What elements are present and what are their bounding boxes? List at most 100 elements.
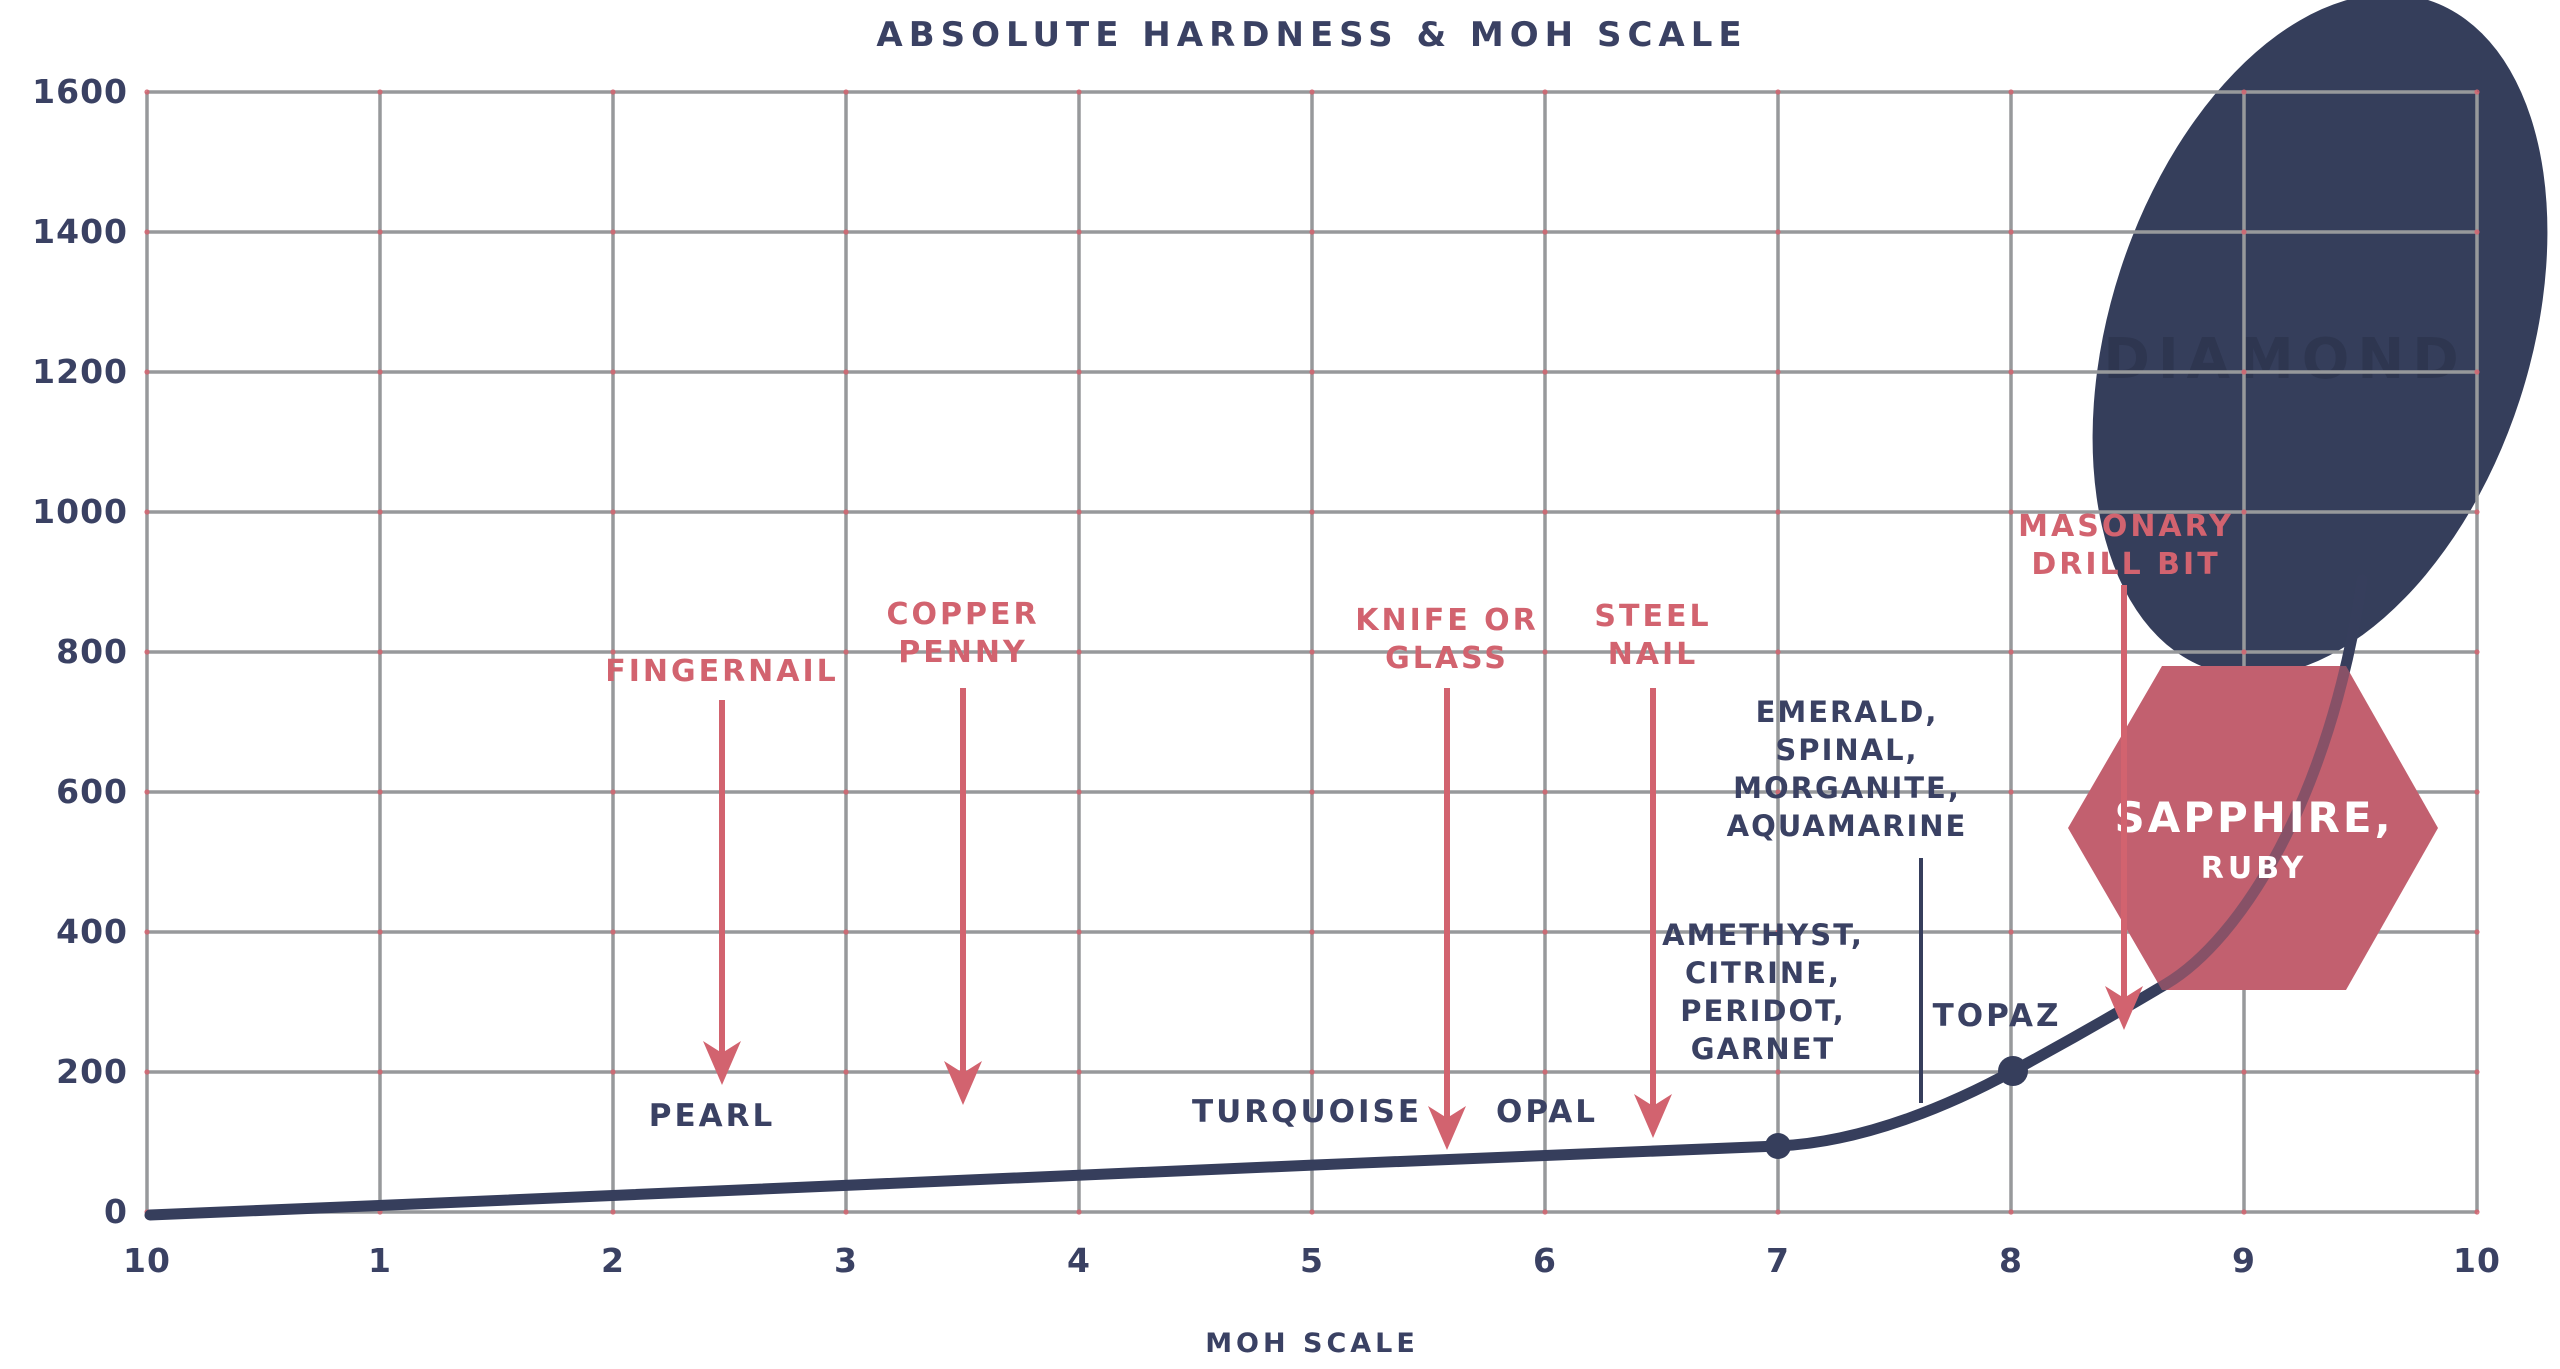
topaz-point-marker — [1998, 1056, 2028, 1086]
sapphire-label: SAPPHIRE, — [2114, 793, 2393, 842]
garnet-line: GARNET — [1691, 1032, 1835, 1066]
grid-intersection-dot — [1775, 1069, 1781, 1075]
grid-intersection-dot — [610, 229, 616, 235]
peridot-line: PERIDOT, — [1680, 994, 1846, 1028]
topaz-label: TOPAZ — [1933, 998, 2062, 1034]
grid-intersection-dot — [2474, 789, 2480, 795]
steel-nail-arrow-head — [1634, 1094, 1672, 1138]
grid-intersection-dot — [610, 509, 616, 515]
grid-intersection-dot — [1076, 1069, 1082, 1075]
grid-intersection-dot — [1076, 229, 1082, 235]
fingernail-arrow — [703, 700, 741, 1085]
amethyst-group-label: AMETHYST, CITRINE, PERIDOT, GARNET — [1662, 918, 1862, 1066]
grid-intersection-dot — [1775, 509, 1781, 515]
grid-intersection-dot — [610, 789, 616, 795]
grid-intersection-dot — [144, 929, 150, 935]
grid-intersection-dot — [1775, 929, 1781, 935]
grid-intersection-dot — [843, 229, 849, 235]
masonary-drill-bit-arrow-head — [2105, 986, 2143, 1030]
grid-intersection-dot — [377, 1069, 383, 1075]
grid-intersection-dot — [2474, 369, 2480, 375]
grid-intersection-dot — [1775, 89, 1781, 95]
copper-penny-label-1: COPPER — [886, 597, 1039, 632]
x-tick-label: 2 — [601, 1241, 625, 1280]
grid-intersection-dot — [1542, 1069, 1548, 1075]
quartz-point-marker — [1765, 1133, 1791, 1159]
morganite-line: MORGANITE, — [1733, 771, 1961, 805]
grid-intersection-dot — [843, 789, 849, 795]
grid-intersection-dot — [377, 789, 383, 795]
steel-nail-label-2: NAIL — [1608, 637, 1699, 672]
grid-intersection-dot — [843, 509, 849, 515]
masonary-drill-bit-arrow — [2105, 585, 2143, 1030]
grid-intersection-dot — [144, 369, 150, 375]
x-tick-label: 1 — [368, 1241, 392, 1280]
grid-intersection-dot — [2241, 649, 2247, 655]
copper-penny-arrow — [944, 688, 982, 1105]
grid-intersection-dot — [377, 509, 383, 515]
grid-intersection-dot — [843, 1209, 849, 1215]
grid-intersection-dot — [2241, 1209, 2247, 1215]
steel-nail-label-1: STEEL — [1594, 599, 1711, 634]
grid-intersection-dot — [1542, 649, 1548, 655]
grid-intersection-dot — [2241, 369, 2247, 375]
grid-intersection-dot — [1309, 649, 1315, 655]
x-tick-label: 5 — [1300, 1241, 1324, 1280]
x-tick-label: 8 — [1999, 1241, 2023, 1280]
y-axis-tick-labels: 1600 1400 1200 1000 800 600 400 200 0 — [32, 72, 128, 1231]
y-tick-label: 0 — [104, 1192, 128, 1231]
fingernail-arrow-head — [703, 1041, 741, 1085]
y-tick-label: 200 — [56, 1052, 128, 1091]
curve-through-hexagon — [2068, 666, 2368, 990]
chart-title: ABSOLUTE HARDNESS & MOH SCALE — [876, 15, 1747, 55]
x-tick-label: 10 — [2453, 1241, 2501, 1280]
grid-intersection-dot — [610, 929, 616, 935]
x-axis-caption: MOH SCALE — [1205, 1328, 1419, 1359]
copper-penny-label-2: PENNY — [898, 635, 1027, 670]
knife-glass-arrow — [1428, 688, 1466, 1150]
knife-glass-label-1: KNIFE OR — [1355, 603, 1539, 638]
grid-intersection-dot — [610, 649, 616, 655]
grid-intersection-dot — [843, 649, 849, 655]
grid-intersection-dot — [144, 89, 150, 95]
pearl-label: PEARL — [649, 1098, 776, 1134]
grid-intersection-dot — [1309, 929, 1315, 935]
grid-intersection-dot — [2008, 89, 2014, 95]
grid-intersection-dot — [144, 1069, 150, 1075]
grid-intersection-dot — [2008, 509, 2014, 515]
grid-intersection-dot — [1076, 929, 1082, 935]
grid-intersection-dot — [2474, 929, 2480, 935]
masonary-drill-bit-label-1: MASONARY — [2018, 509, 2234, 544]
grid-intersection-dot — [1542, 789, 1548, 795]
grid-intersection-dot — [2474, 1069, 2480, 1075]
grid-intersection-dot — [2008, 369, 2014, 375]
grid-intersection-dot — [377, 649, 383, 655]
grid-intersection-dot — [843, 929, 849, 935]
grid-intersection-dot — [1309, 89, 1315, 95]
grid-intersection-dot — [144, 789, 150, 795]
grid-intersection-dot — [2008, 649, 2014, 655]
grid-intersection-dot — [1775, 1209, 1781, 1215]
grid-intersection-dot — [1775, 789, 1781, 795]
x-tick-label: 3 — [834, 1241, 858, 1280]
grid-intersection-dot — [1309, 789, 1315, 795]
tool-arrows — [703, 585, 2143, 1150]
grid-intersection-dot — [2008, 229, 2014, 235]
grid-intersection-dot — [377, 89, 383, 95]
grid-intersection-dot — [2241, 509, 2247, 515]
grid-intersection-dot — [1775, 229, 1781, 235]
grid-intersection-dot — [843, 369, 849, 375]
emerald-line: EMERALD, — [1756, 695, 1939, 729]
grid-intersection-dot — [1076, 369, 1082, 375]
x-tick-label: 6 — [1533, 1241, 1557, 1280]
grid-intersection-dot — [2474, 509, 2480, 515]
y-tick-label: 400 — [56, 912, 128, 951]
grid-intersection-dot — [610, 1069, 616, 1075]
grid-intersection-dot — [1542, 1209, 1548, 1215]
gem-labels: PEARL TURQUOISE OPAL TOPAZ AMETHYST, CIT… — [649, 695, 2062, 1134]
grid-intersection-dot — [2474, 1209, 2480, 1215]
opal-label: OPAL — [1496, 1094, 1598, 1130]
y-tick-label: 600 — [56, 772, 128, 811]
